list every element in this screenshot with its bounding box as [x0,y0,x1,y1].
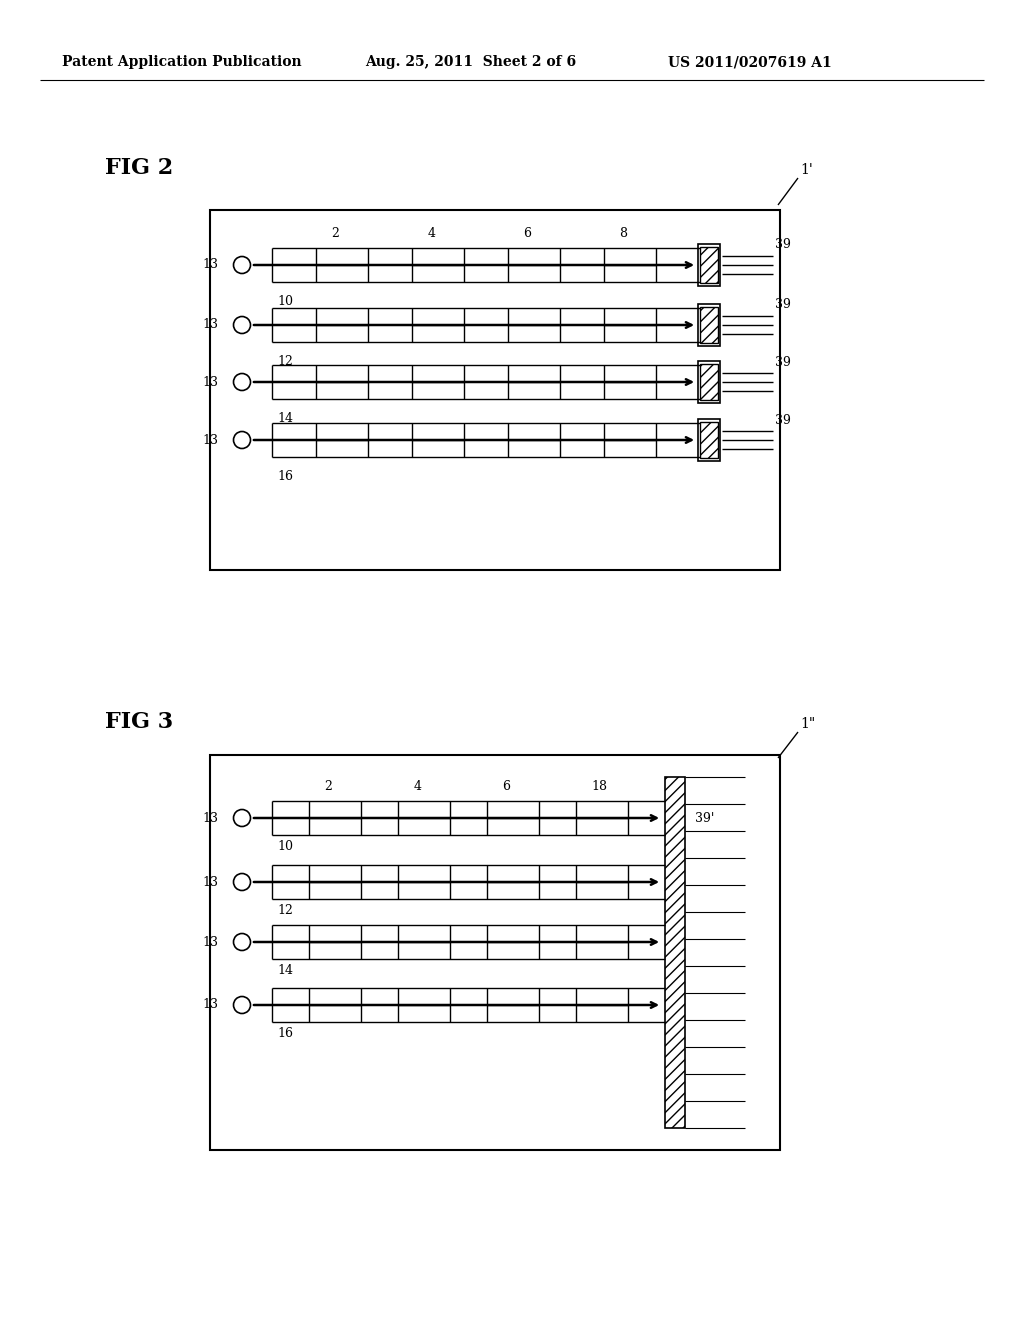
Text: 39: 39 [775,298,791,312]
Text: 4: 4 [428,227,435,240]
Text: 39': 39' [695,812,715,825]
Text: 39: 39 [775,239,791,252]
Text: 2: 2 [332,227,340,240]
Text: 13: 13 [202,259,218,272]
Text: 10: 10 [278,294,293,308]
Circle shape [233,317,251,334]
Text: 14: 14 [278,412,293,425]
Text: US 2011/0207619 A1: US 2011/0207619 A1 [668,55,831,69]
Bar [700,308,718,343]
Text: 13: 13 [202,318,218,331]
Text: 12: 12 [278,355,293,368]
Bar [665,777,685,1129]
Circle shape [233,874,251,891]
Text: 18: 18 [592,780,607,793]
Circle shape [233,256,251,273]
Circle shape [233,933,251,950]
Text: 16: 16 [278,1027,293,1040]
Text: 6: 6 [523,227,531,240]
Text: FIG 2: FIG 2 [105,157,173,180]
Bar [700,422,718,458]
Text: 16: 16 [278,470,293,483]
Bar [700,364,718,400]
Text: 13: 13 [202,375,218,388]
Text: 13: 13 [202,875,218,888]
Bar [698,360,720,403]
Bar [700,247,718,282]
Bar [210,755,780,1150]
Text: 13: 13 [202,936,218,949]
Text: 4: 4 [414,780,422,793]
Text: 2: 2 [325,780,333,793]
Text: 39: 39 [775,355,791,368]
Text: 14: 14 [278,964,293,977]
Circle shape [233,997,251,1014]
Text: 1": 1" [800,717,815,731]
Text: Aug. 25, 2011  Sheet 2 of 6: Aug. 25, 2011 Sheet 2 of 6 [365,55,577,69]
Circle shape [233,432,251,449]
Text: 10: 10 [278,840,293,853]
Circle shape [233,809,251,826]
Text: 13: 13 [202,812,218,825]
Text: 12: 12 [278,904,293,917]
Bar [210,210,780,570]
Text: 6: 6 [503,780,511,793]
Bar [698,304,720,346]
Text: 1': 1' [800,162,813,177]
Bar [698,418,720,461]
Circle shape [233,374,251,391]
Text: FIG 3: FIG 3 [105,711,173,733]
Bar [698,244,720,286]
Text: 13: 13 [202,998,218,1011]
Text: 13: 13 [202,433,218,446]
Text: 8: 8 [620,227,628,240]
Text: Patent Application Publication: Patent Application Publication [62,55,302,69]
Text: 39: 39 [775,413,791,426]
